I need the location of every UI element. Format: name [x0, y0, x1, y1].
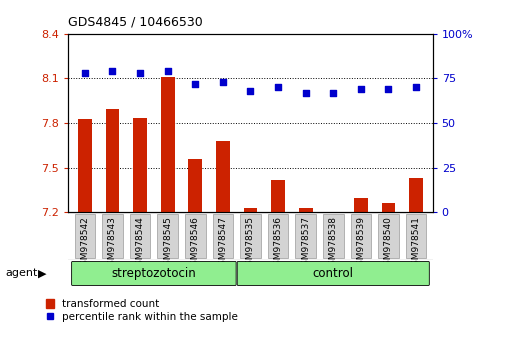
Point	[108, 68, 116, 74]
Text: GSM978536: GSM978536	[273, 216, 282, 271]
Point	[246, 88, 254, 94]
FancyBboxPatch shape	[322, 214, 343, 258]
Text: GSM978547: GSM978547	[218, 216, 227, 271]
Bar	[133, 118, 146, 212]
Point	[329, 90, 337, 96]
Point	[81, 70, 89, 76]
Text: GSM978545: GSM978545	[163, 216, 172, 271]
Text: GSM978539: GSM978539	[356, 216, 365, 271]
Text: GSM978543: GSM978543	[108, 216, 117, 271]
FancyBboxPatch shape	[129, 214, 150, 258]
Text: GSM978542: GSM978542	[80, 216, 89, 271]
FancyBboxPatch shape	[295, 214, 316, 258]
Text: GSM978544: GSM978544	[135, 216, 144, 271]
Text: streptozotocin: streptozotocin	[111, 267, 196, 280]
Bar	[271, 179, 284, 212]
Text: control: control	[312, 267, 353, 280]
Legend: transformed count, percentile rank within the sample: transformed count, percentile rank withi…	[45, 299, 238, 322]
Bar	[298, 208, 312, 212]
Bar	[78, 119, 91, 212]
FancyBboxPatch shape	[240, 214, 260, 258]
FancyBboxPatch shape	[102, 214, 123, 258]
Point	[301, 90, 309, 96]
FancyBboxPatch shape	[212, 214, 233, 258]
FancyBboxPatch shape	[377, 214, 398, 258]
Text: ▶: ▶	[38, 268, 46, 278]
Text: GSM978541: GSM978541	[411, 216, 420, 271]
FancyBboxPatch shape	[184, 214, 205, 258]
FancyBboxPatch shape	[405, 214, 426, 258]
Point	[163, 68, 171, 74]
Bar	[354, 198, 367, 212]
Point	[411, 84, 419, 90]
Text: GSM978535: GSM978535	[245, 216, 255, 271]
Bar	[161, 77, 174, 212]
Point	[136, 70, 144, 76]
Point	[274, 84, 282, 90]
Point	[384, 86, 392, 92]
Bar	[106, 109, 119, 212]
FancyBboxPatch shape	[157, 214, 178, 258]
FancyBboxPatch shape	[350, 214, 371, 258]
Text: GDS4845 / 10466530: GDS4845 / 10466530	[68, 15, 203, 28]
Text: agent: agent	[5, 268, 37, 278]
Point	[356, 86, 364, 92]
Bar	[188, 159, 202, 212]
Point	[218, 79, 226, 85]
Text: GSM978537: GSM978537	[300, 216, 310, 271]
FancyBboxPatch shape	[72, 262, 236, 285]
Bar	[381, 204, 394, 212]
Bar	[216, 141, 229, 212]
Text: GSM978546: GSM978546	[190, 216, 199, 271]
Text: GSM978540: GSM978540	[383, 216, 392, 271]
Bar	[409, 178, 422, 212]
Bar	[243, 208, 257, 212]
FancyBboxPatch shape	[267, 214, 288, 258]
FancyBboxPatch shape	[237, 262, 428, 285]
Point	[191, 81, 199, 86]
FancyBboxPatch shape	[74, 214, 95, 258]
Text: GSM978538: GSM978538	[328, 216, 337, 271]
